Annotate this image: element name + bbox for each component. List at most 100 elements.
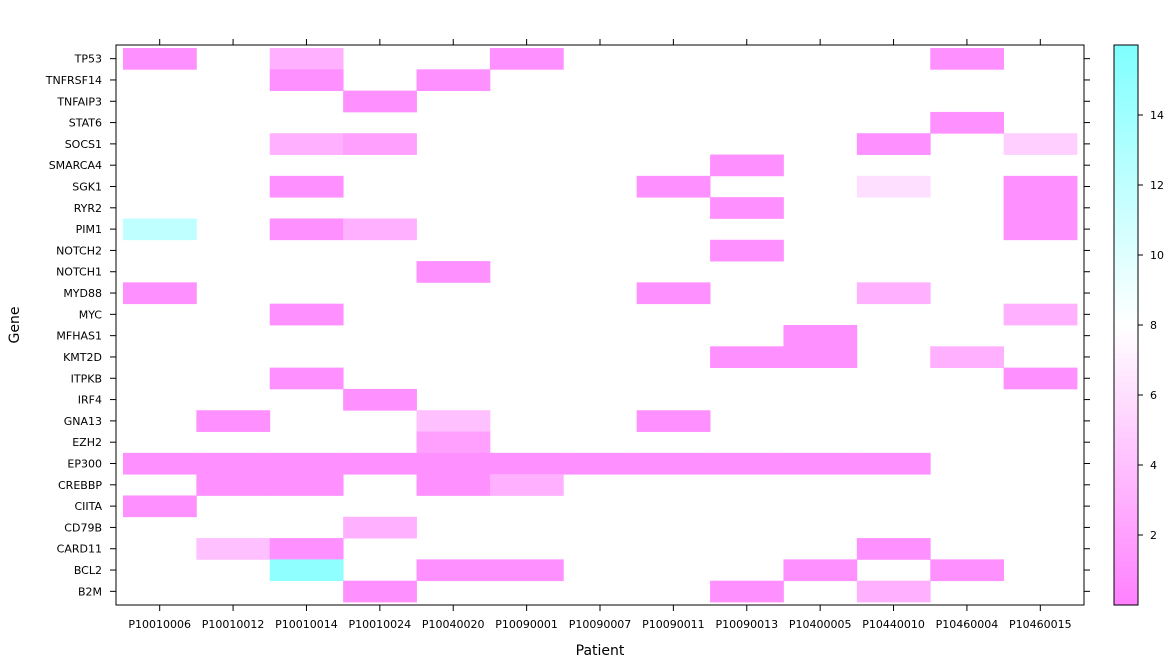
x-tick-label: P10440010: [862, 618, 925, 631]
colorbar-swatch: [1114, 476, 1138, 483]
colorbar-swatch: [1114, 319, 1138, 326]
heatmap-cell: [123, 282, 197, 305]
heatmap-cell: [1003, 218, 1078, 241]
heatmap-cell: [196, 452, 271, 475]
colorbar-swatch: [1114, 442, 1138, 449]
heatmap-cell: [416, 431, 491, 454]
heatmap-cell: [343, 580, 417, 603]
colorbar-swatch: [1114, 504, 1138, 511]
heatmap-cell: [636, 282, 711, 305]
colorbar-swatch: [1114, 386, 1138, 393]
colorbar-swatch: [1114, 291, 1138, 298]
y-tick-label: SGK1: [72, 181, 102, 194]
colorbar-swatch: [1114, 364, 1138, 371]
heatmap-cell: [343, 218, 417, 241]
colorbar-swatch: [1114, 313, 1138, 320]
y-tick-label: CIITA: [74, 500, 102, 513]
colorbar-swatch: [1114, 493, 1138, 500]
colorbar-swatch: [1114, 246, 1138, 253]
x-axis-title: Patient: [576, 643, 625, 659]
x-tick-label: P10010006: [128, 618, 191, 631]
x-tick-label: P10460015: [1009, 618, 1072, 631]
heatmap-cell: [636, 452, 711, 475]
heatmap-cell: [930, 48, 1005, 70]
y-tick-label: TP53: [74, 53, 102, 66]
heatmap-cell: [416, 452, 491, 475]
heatmap-cell: [563, 452, 638, 475]
colorbar-swatch: [1114, 252, 1138, 259]
heatmap-cell: [856, 175, 931, 198]
heatmap-cell: [489, 48, 564, 70]
colorbar-swatch: [1114, 213, 1138, 220]
colorbar-swatch: [1114, 185, 1138, 192]
heatmap-cell: [1003, 367, 1078, 390]
heatmap-cell: [269, 559, 344, 582]
colorbar-swatch: [1114, 224, 1138, 231]
heatmap-cell: [710, 197, 784, 219]
colorbar-swatch: [1114, 101, 1138, 108]
colorbar-swatch: [1114, 67, 1138, 74]
heatmap-cell: [636, 410, 711, 432]
colorbar-tick-label: 14: [1150, 109, 1164, 122]
x-tick-label: P10010024: [349, 618, 412, 631]
heatmap-cell: [269, 48, 344, 70]
heatmap-cell: [783, 325, 858, 347]
y-tick-label: GNA13: [64, 415, 102, 428]
y-tick-label: IRF4: [78, 394, 102, 407]
heatmap-cell: [269, 474, 344, 496]
heatmap-cell: [123, 452, 197, 475]
y-axis-title: Gene: [7, 307, 23, 344]
colorbar-swatch: [1114, 61, 1138, 68]
colorbar-swatch: [1114, 280, 1138, 287]
heatmap-cell: [196, 474, 271, 496]
colorbar-tick-label: 4: [1150, 459, 1157, 472]
y-tick-label: CREBBP: [58, 479, 102, 492]
heatmap-cell: [636, 175, 711, 198]
x-tick-label: P10090001: [495, 618, 558, 631]
colorbar-swatch: [1114, 45, 1138, 52]
heatmap-cell: [123, 48, 197, 70]
heatmap-cell: [710, 239, 784, 262]
colorbar-tick-label: 12: [1150, 179, 1164, 192]
heatmap-cell: [856, 282, 931, 305]
heatmap-cell: [269, 452, 344, 475]
colorbar-swatch: [1114, 481, 1138, 488]
colorbar-swatch: [1114, 437, 1138, 444]
colorbar-swatch: [1114, 162, 1138, 169]
heatmap-cell: [783, 346, 858, 369]
colorbar-tick-label: 6: [1150, 389, 1157, 402]
y-tick-label: STAT6: [69, 117, 102, 130]
heatmap-cell: [856, 133, 931, 155]
y-tick-label: EZH2: [72, 436, 102, 449]
colorbar-tick-label: 2: [1150, 529, 1157, 542]
y-tick-label: TNFAIP3: [56, 95, 102, 108]
heatmap-cell: [1003, 303, 1078, 326]
colorbar-swatch: [1114, 577, 1138, 584]
colorbar-swatch: [1114, 431, 1138, 438]
colorbar-swatch: [1114, 73, 1138, 80]
colorbar-swatch: [1114, 465, 1138, 472]
colorbar-swatch: [1114, 140, 1138, 147]
y-tick-label: CARD11: [57, 543, 102, 556]
heatmap-cell: [710, 346, 784, 369]
colorbar-swatch: [1114, 369, 1138, 376]
heatmap-cell: [123, 218, 197, 241]
colorbar-swatch: [1114, 582, 1138, 589]
x-axis: P10010006 P10010012 P10010014 P10010024 P100…: [128, 39, 1072, 631]
heatmap-cell: [710, 452, 784, 475]
colorbar-swatch: [1114, 168, 1138, 175]
colorbar-swatch: [1114, 179, 1138, 186]
heatmap-cell: [930, 559, 1005, 582]
colorbar-swatch: [1114, 308, 1138, 315]
heatmap-cell: [343, 133, 417, 155]
colorbar-swatch: [1114, 123, 1138, 130]
heatmap-cell: [269, 218, 344, 241]
heatmap-cell: [930, 111, 1005, 134]
colorbar-swatch: [1114, 145, 1138, 152]
heatmap-cell: [416, 410, 491, 432]
colorbar-swatch: [1114, 302, 1138, 309]
colorbar-swatch: [1114, 375, 1138, 382]
heatmap-cell: [710, 154, 784, 177]
heatmap-cell: [856, 580, 931, 603]
colorbar-swatch: [1114, 106, 1138, 113]
